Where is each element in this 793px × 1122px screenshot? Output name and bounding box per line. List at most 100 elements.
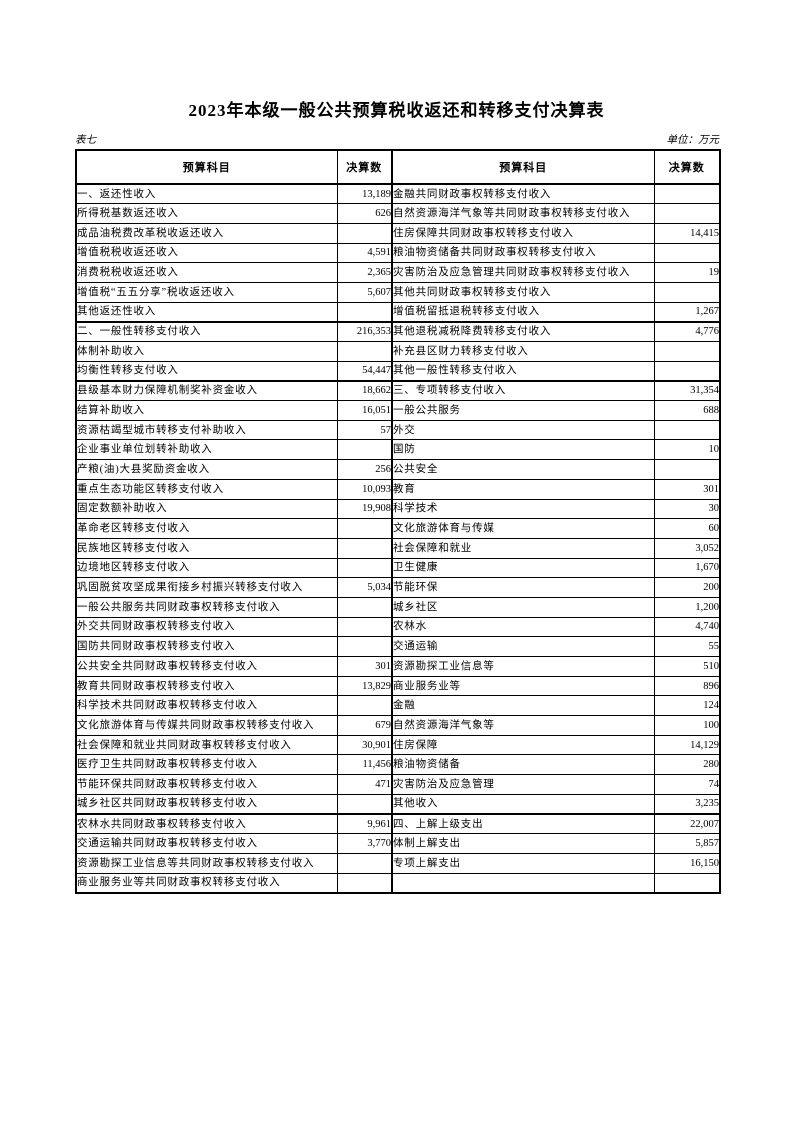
table-row: 企业事业单位划转补助收入 国防 10 [75, 439, 721, 461]
budget-item-cell-left: 节能环保共同财政事权转移支付收入 [75, 774, 338, 795]
amount-cell-right: 16,150 [653, 852, 721, 874]
amount-cell-right: 896 [653, 675, 721, 697]
table-row: 县级基本财力保障机制奖补资金收入 18,662 三、专项转移支付收入 31,354 [75, 379, 721, 402]
amount-cell-left: 30,901 [336, 734, 393, 756]
amount-cell-left [336, 537, 393, 559]
amount-cell-left [336, 596, 393, 618]
table-row: 结算补助收入 16,051 一般公共服务 688 [75, 400, 721, 421]
amount-cell-right: 688 [653, 400, 721, 421]
table-row: 增值税“五五分享”税收返还收入 5,607 其他共同财政事权转移支付收入 [75, 281, 721, 303]
budget-item-cell-right: 资源勘探工业信息等 [391, 656, 655, 677]
table-row: 节能环保共同财政事权转移支付收入 471 灾害防治及应急管理 74 [75, 774, 721, 795]
budget-item-cell-left: 重点生态功能区转移支付收入 [75, 478, 338, 500]
table-header-row: 预算科目 决算数 预算科目 决算数 [75, 149, 721, 185]
table-row: 一、返还性收入 13,189 金融共同财政事权转移支付收入 [75, 183, 721, 205]
amount-cell-right: 22,007 [653, 813, 721, 835]
budget-item-cell-right: 外交 [391, 419, 655, 441]
table-row: 教育共同财政事权转移支付收入 13,829 商业服务业等 896 [75, 675, 721, 697]
table-row: 重点生态功能区转移支付收入 10,093 教育 301 [75, 478, 721, 500]
budget-item-cell-right: 其他共同财政事权转移支付收入 [391, 281, 655, 303]
table-row: 文化旅游体育与传媒共同财政事权转移支付收入 679 自然资源海洋气象等 100 [75, 715, 721, 736]
budget-item-cell-right: 补充县区财力转移支付收入 [391, 341, 655, 362]
budget-item-cell-right: 教育 [391, 478, 655, 500]
amount-cell-right: 280 [653, 754, 721, 776]
budget-item-cell-left: 均衡性转移支付收入 [75, 360, 338, 382]
table-number-label: 表七 [75, 135, 96, 146]
budget-item-cell-right: 金融 [391, 695, 655, 717]
table-row: 成品油税费改革税收返还收入 住房保障共同财政事权转移支付收入 14,415 [75, 222, 721, 244]
table-row: 资源勘探工业信息等共同财政事权转移支付收入 专项上解支出 16,150 [75, 852, 721, 874]
budget-item-cell-left: 县级基本财力保障机制奖补资金收入 [75, 379, 338, 402]
budget-item-cell-left: 二、一般性转移支付收入 [75, 320, 338, 342]
budget-item-cell-right: 三、专项转移支付收入 [391, 379, 655, 402]
budget-item-cell-left: 民族地区转移支付收入 [75, 537, 338, 559]
table-row: 一般公共服务共同财政事权转移支付收入 城乡社区 1,200 [75, 596, 721, 618]
table-header: 预算科目 决算数 预算科目 决算数 [75, 149, 721, 185]
budget-item-cell-left: 企业事业单位划转补助收入 [75, 439, 338, 461]
table-row: 所得税基数返还收入 626 自然资源海洋气象等共同财政事权转移支付收入 [75, 203, 721, 224]
amount-cell-right [653, 183, 721, 205]
budget-item-cell-right: 专项上解支出 [391, 852, 655, 874]
amount-cell-left: 4,591 [336, 242, 393, 264]
amount-cell-right: 124 [653, 695, 721, 717]
budget-item-cell-left: 商业服务业等共同财政事权转移支付收入 [75, 872, 338, 894]
budget-item-cell-right: 城乡社区 [391, 596, 655, 618]
table-row: 体制补助收入 补充县区财力转移支付收入 [75, 341, 721, 362]
budget-item-cell-left: 科学技术共同财政事权转移支付收入 [75, 695, 338, 717]
budget-item-cell-right: 商业服务业等 [391, 675, 655, 697]
budget-item-cell-left: 文化旅游体育与传媒共同财政事权转移支付收入 [75, 715, 338, 736]
budget-item-cell-left: 农林水共同财政事权转移支付收入 [75, 813, 338, 835]
budget-item-cell-right: 自然资源海洋气象等共同财政事权转移支付收入 [391, 203, 655, 224]
amount-cell-left: 216,353 [336, 320, 393, 342]
amount-cell-left [336, 439, 393, 461]
amount-cell-right: 1,267 [653, 301, 721, 323]
table-body: 一、返还性收入 13,189 金融共同财政事权转移支付收入 所得税基数返还收入 626 自… [75, 183, 721, 894]
budget-item-cell-right: 社会保障和就业 [391, 537, 655, 559]
budget-item-cell-right: 体制上解支出 [391, 833, 655, 854]
amount-cell-left: 301 [336, 656, 393, 677]
amount-cell-right: 4,740 [653, 616, 721, 638]
table-row: 增值税税收返还收入 4,591 粮油物资储备共同财政事权转移支付收入 [75, 242, 721, 264]
budget-item-cell-left: 交通运输共同财政事权转移支付收入 [75, 833, 338, 854]
budget-item-cell-left: 社会保障和就业共同财政事权转移支付收入 [75, 734, 338, 756]
budget-item-cell-right: 自然资源海洋气象等 [391, 715, 655, 736]
amount-cell-left [336, 222, 393, 244]
amount-cell-left [336, 616, 393, 638]
amount-cell-right: 301 [653, 478, 721, 500]
budget-item-cell-left: 外交共同财政事权转移支付收入 [75, 616, 338, 638]
table-row: 城乡社区共同财政事权转移支付收入 其他收入 3,235 [75, 793, 721, 815]
table-row: 社会保障和就业共同财政事权转移支付收入 30,901 住房保障 14,129 [75, 734, 721, 756]
amount-cell-right: 74 [653, 774, 721, 795]
amount-cell-left [336, 852, 393, 874]
budget-item-cell-left: 一般公共服务共同财政事权转移支付收入 [75, 596, 338, 618]
budget-item-cell-right: 其他退税减税降费转移支付收入 [391, 320, 655, 342]
budget-item-cell-right: 科学技术 [391, 498, 655, 520]
table-row: 消费税税收返还收入 2,365 灾害防治及应急管理共同财政事权转移支付收入 19 [75, 262, 721, 283]
budget-item-cell-left: 城乡社区共同财政事权转移支付收入 [75, 793, 338, 815]
amount-cell-right [653, 281, 721, 303]
budget-item-cell-right: 粮油物资储备共同财政事权转移支付收入 [391, 242, 655, 264]
table-row: 资源枯竭型城市转移支付补助收入 57 外交 [75, 419, 721, 441]
budget-item-cell-right: 一般公共服务 [391, 400, 655, 421]
amount-cell-left: 13,189 [336, 183, 393, 205]
table-row: 交通运输共同财政事权转移支付收入 3,770 体制上解支出 5,857 [75, 833, 721, 854]
amount-cell-left: 10,093 [336, 478, 393, 500]
table-row: 科学技术共同财政事权转移支付收入 金融 124 [75, 695, 721, 717]
table-row: 产粮(油)大县奖励资金收入 256 公共安全 [75, 459, 721, 480]
budget-item-cell-left: 巩固脱贫攻坚成果衔接乡村振兴转移支付收入 [75, 577, 338, 598]
budget-item-cell-right: 灾害防治及应急管理共同财政事权转移支付收入 [391, 262, 655, 283]
budget-item-cell-left: 成品油税费改革税收返还收入 [75, 222, 338, 244]
amount-cell-right: 10 [653, 439, 721, 461]
budget-item-cell-right: 灾害防治及应急管理 [391, 774, 655, 795]
column-header-amount-right: 决算数 [653, 149, 721, 185]
budget-item-cell-left: 资源勘探工业信息等共同财政事权转移支付收入 [75, 852, 338, 874]
table-row: 民族地区转移支付收入 社会保障和就业 3,052 [75, 537, 721, 559]
amount-cell-left [336, 872, 393, 894]
amount-cell-right: 19 [653, 262, 721, 283]
budget-item-cell-right: 其他收入 [391, 793, 655, 815]
amount-cell-right [653, 203, 721, 224]
amount-cell-right: 1,670 [653, 557, 721, 579]
amount-cell-left: 54,447 [336, 360, 393, 382]
amount-cell-left [336, 793, 393, 815]
table-row: 二、一般性转移支付收入 216,353 其他退税减税降费转移支付收入 4,776 [75, 320, 721, 342]
